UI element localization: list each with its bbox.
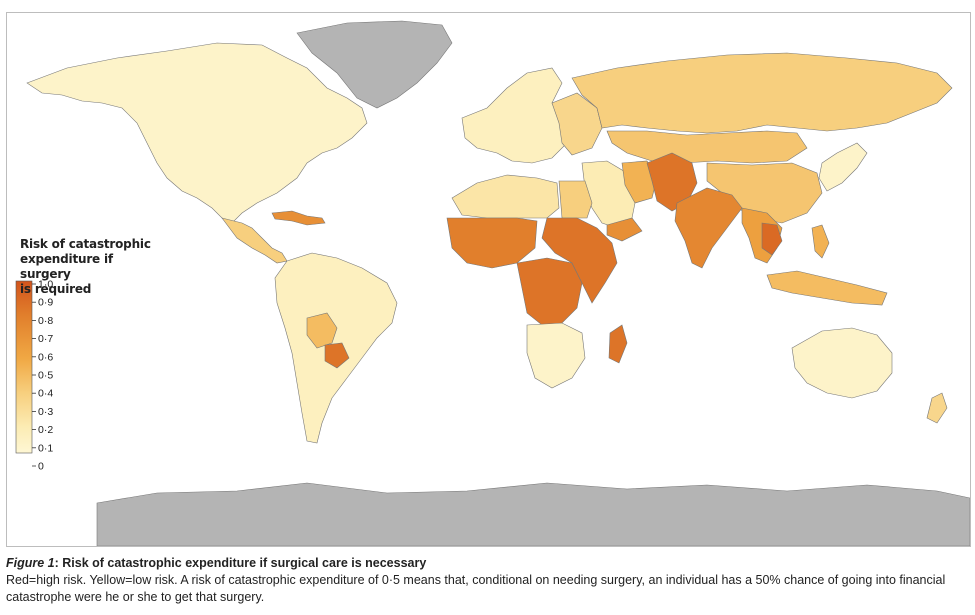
region-greenland [296,20,453,109]
legend-tick-label: 0 [38,461,44,473]
map-frame: 1·0 0·9 0·8 0·7 0·6 0·5 0·4 0·3 0·2 0·1 0 Risk of … [6,12,971,547]
region-north-africa [451,174,560,219]
region-paraguay [324,342,350,369]
region-iran [621,160,658,204]
region-cuba-hispaniola [271,210,326,226]
region-central-america [221,217,288,264]
region-japan-korea [818,142,868,192]
legend-title-line-2: expenditure if surgery [20,252,113,281]
region-madagascar [608,324,628,364]
legend-ticks: 1·0 0·9 0·8 0·7 0·6 0·5 0·4 0·3 0·2 0·1 0 [32,279,53,473]
legend-tick-label: 0·2 [38,424,53,436]
legend: Risk of catastrophic expenditure if surg… [20,237,160,297]
region-north-america [26,42,368,224]
region-bolivia [306,312,338,349]
figure-title: : Risk of catastrophic expenditure if su… [54,556,427,570]
world-map: 1·0 0·9 0·8 0·7 0·6 0·5 0·4 0·3 0·2 0·1 0 [15,20,970,546]
region-west-africa [446,217,538,269]
legend-tick-label: 0·1 [38,442,53,454]
region-egypt [558,180,593,219]
region-indonesia [766,270,888,306]
legend-tick-label: 0·5 [38,370,53,382]
region-china [706,162,823,224]
legend-tick-label: 0·3 [38,406,53,418]
legend-tick-label: 0·6 [38,351,53,363]
region-southern-africa [526,322,586,389]
legend-title-line-1: Risk of catastrophic [20,237,151,251]
caption-body: Red=high risk. Yellow=low risk. A risk o… [6,573,946,604]
region-east-africa [541,217,618,304]
legend-tick-label: 0·9 [38,297,53,309]
region-central-africa [516,257,583,326]
region-antarctica [96,482,970,546]
figure-caption: Figure 1: Risk of catastrophic expenditu… [6,555,969,606]
region-india [674,187,743,269]
legend-tick-label: 0·8 [38,315,53,327]
region-mongolia-kazakh [606,130,808,164]
region-russia [571,52,953,134]
figure-label: Figure 1 [6,556,55,570]
legend-tick-label: 1·0 [38,279,53,291]
region-europe-east [551,92,603,156]
region-europe-west [461,67,568,164]
caption-title: Figure 1: Risk of catastrophic expenditu… [6,555,969,572]
region-australia [791,327,893,399]
region-new-zealand [926,392,948,424]
legend-color-bar [15,280,33,454]
region-cambodia-laos [761,222,783,256]
region-yemen [606,217,643,242]
legend-tick-label: 0·7 [38,333,53,345]
legend-tick-label: 0·4 [38,388,53,400]
legend-title-line-3: is required [20,282,92,296]
region-philippines [811,224,830,259]
